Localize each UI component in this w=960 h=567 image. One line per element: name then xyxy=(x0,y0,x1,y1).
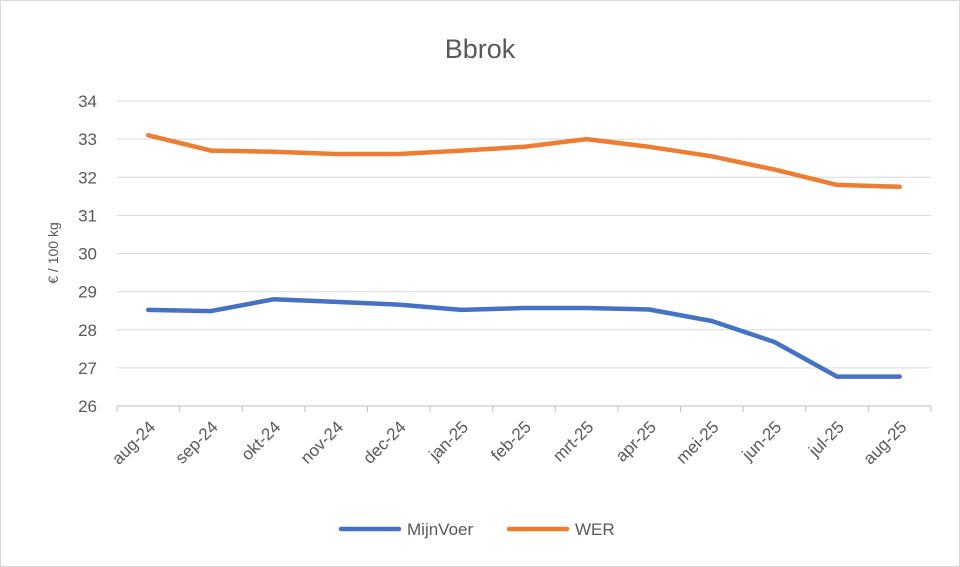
y-tick-label: 29 xyxy=(78,283,97,302)
y-tick-label: 34 xyxy=(78,92,97,111)
chart-title: Bbrok xyxy=(445,34,516,64)
x-tick-labels: aug-24 sep-24 okt-24 nov-24 dec-24 jan-25 feb-… xyxy=(108,417,910,468)
series-line-mijnvoer xyxy=(146,297,902,379)
gridlines xyxy=(117,100,931,369)
y-axis-label: € / 100 kg xyxy=(45,222,61,284)
x-tick-label: jun-25 xyxy=(738,417,786,465)
x-tick-label: aug-25 xyxy=(860,417,911,468)
series-lines xyxy=(146,133,902,379)
x-tick-label: dec-24 xyxy=(359,417,409,467)
y-tick-label: 26 xyxy=(78,397,97,416)
series-line-wer xyxy=(146,133,902,190)
x-tick-label: apr-25 xyxy=(612,417,660,465)
legend-label: WER xyxy=(575,520,615,539)
x-tick-label: okt-24 xyxy=(238,417,285,464)
x-tick-label: mei-25 xyxy=(672,417,722,467)
x-tick-label: jan-25 xyxy=(425,417,473,465)
x-tick-label: sep-24 xyxy=(172,417,222,467)
y-tick-label: 33 xyxy=(78,130,97,149)
legend: MijnVoer WER xyxy=(338,520,615,539)
x-axis xyxy=(116,405,932,412)
x-tick-label: jul-25 xyxy=(804,417,848,461)
x-tick-label: mrt-25 xyxy=(549,417,597,465)
y-tick-label: 31 xyxy=(78,206,97,225)
y-tick-label: 27 xyxy=(78,359,97,378)
x-tick-label: aug-24 xyxy=(108,417,159,468)
y-tick-label: 28 xyxy=(78,321,97,340)
y-tick-label: 30 xyxy=(78,245,97,264)
y-tick-label: 32 xyxy=(78,168,97,187)
y-tick-labels: 26 27 28 29 30 31 32 33 34 xyxy=(78,92,97,416)
x-tick-label: nov-24 xyxy=(297,417,347,467)
x-tick-label: feb-25 xyxy=(487,417,535,465)
legend-label: MijnVoer xyxy=(407,520,473,539)
